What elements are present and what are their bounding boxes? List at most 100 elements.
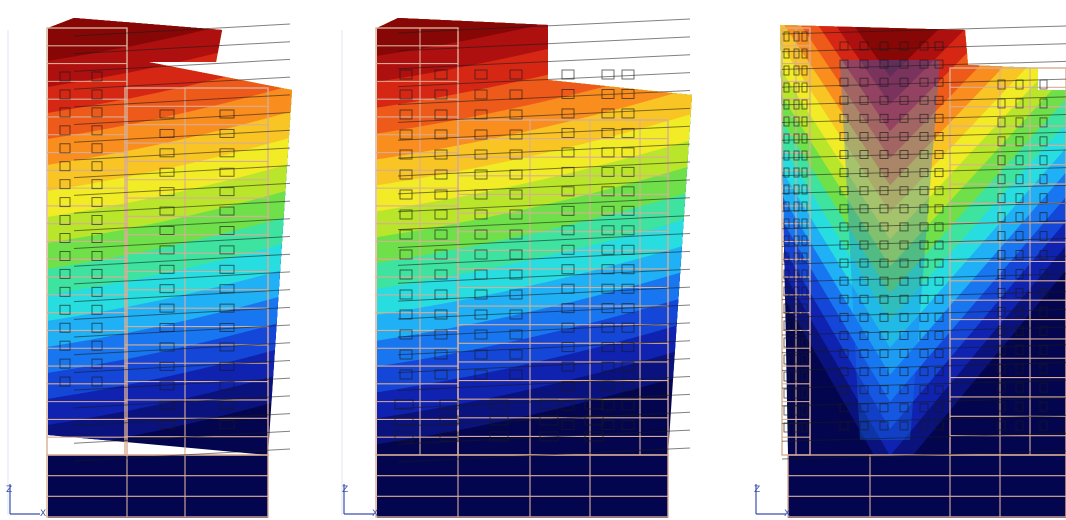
window [899,258,909,268]
window [91,358,103,369]
window [801,133,808,144]
window [621,303,635,314]
window [601,303,615,314]
window [59,358,71,369]
window [879,77,889,87]
window [91,250,103,261]
window [934,312,944,322]
window [621,166,635,177]
window [474,169,488,180]
window-openings [839,41,944,431]
window [899,367,909,377]
window [934,276,944,286]
window [159,264,175,274]
window [509,109,523,120]
floor-line [73,165,291,179]
window [919,240,929,250]
window [801,371,808,382]
window [919,294,929,304]
window [509,169,523,180]
window [621,69,635,80]
window [934,113,944,123]
window [399,309,413,320]
undeformed-grid [46,454,269,518]
window [919,403,929,413]
window [439,399,459,410]
window [839,349,849,358]
window [899,240,909,250]
window-openings [59,71,103,387]
window [219,245,235,255]
window [159,323,175,332]
axis-x-label: X [784,509,791,519]
window [1039,325,1048,336]
window [899,403,909,413]
window [561,89,575,99]
window [561,361,575,372]
window [997,136,1006,147]
window [793,48,800,59]
floor-line [73,306,291,320]
window [793,388,800,399]
window [561,283,575,294]
window [859,59,869,69]
window [91,233,103,243]
floor-line [73,200,291,214]
window [879,240,889,250]
window [859,385,869,395]
floor-line [73,94,291,108]
window [1015,287,1024,298]
window [919,113,929,123]
window [159,284,175,294]
floor-line [397,376,691,391]
window [793,371,800,382]
floor-line [781,450,1066,460]
window [1039,382,1048,393]
floor-line [73,218,291,232]
window [793,150,800,161]
window [434,229,448,240]
window [934,204,944,214]
window [934,168,944,178]
window [899,113,909,123]
window [793,320,800,331]
undeformed-grid [124,87,269,456]
floor-line [781,149,1066,159]
floor-line [397,250,691,266]
window [509,189,523,200]
window [561,186,575,197]
window [434,109,448,120]
window [801,218,808,229]
window [793,269,800,280]
window [394,431,414,442]
window [439,415,459,426]
window [997,212,1006,223]
window [91,197,103,208]
deformation-panel-left: Z X [0,0,340,520]
window [783,337,790,348]
undeformed-grid [375,454,669,518]
window [879,276,889,286]
window [839,276,849,286]
window [879,258,889,268]
window [621,342,635,353]
window [474,189,488,200]
window [474,329,488,340]
window [934,41,944,51]
window [859,41,869,51]
floor-line [781,184,1066,194]
window [474,269,488,280]
floor-line [781,114,1066,124]
window [474,209,488,220]
window [839,403,849,413]
window [399,269,413,280]
window [899,294,909,304]
window [159,245,175,255]
window [1039,155,1048,166]
floor-line [73,324,291,338]
window [1039,363,1048,374]
window [839,312,849,322]
window [439,431,459,442]
floor-line [781,397,1066,407]
window [934,222,944,232]
